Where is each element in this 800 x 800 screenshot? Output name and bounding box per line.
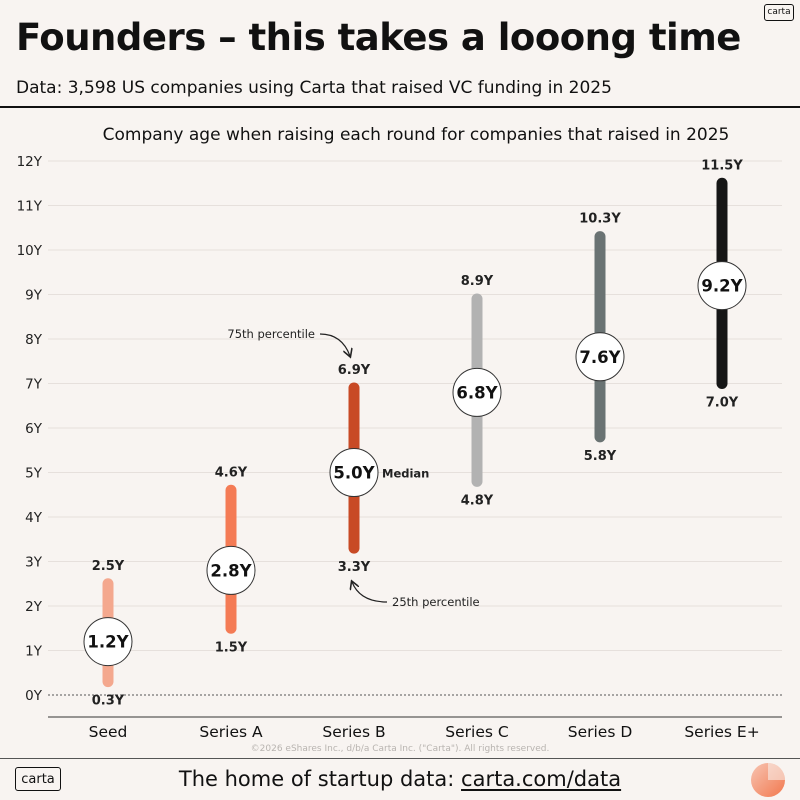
median-label: 5.0Y [333, 464, 375, 483]
p75-label: 8.9Y [461, 274, 494, 289]
y-tick-label: 5Y [25, 466, 43, 482]
y-tick-label: 2Y [25, 599, 43, 615]
x-tick-label: Series B [322, 723, 385, 741]
annotation-p75: 75th percentile [227, 327, 315, 341]
x-tick-label: Series A [199, 723, 263, 741]
carta-mark-icon [751, 763, 785, 797]
median-label: 2.8Y [210, 561, 252, 580]
copyright-note: ©2026 eShares Inc., d/b/a Carta Inc. ("C… [250, 744, 550, 754]
footer-tagline-prefix: The home of startup data: [178, 767, 462, 791]
y-tick-label: 10Y [17, 243, 43, 259]
y-tick-label: 12Y [17, 154, 43, 170]
median-label: 1.2Y [87, 633, 129, 652]
p25-label: 3.3Y [338, 560, 371, 575]
range-chart: Company age when raising each round for … [17, 125, 782, 741]
p75-label: 2.5Y [92, 559, 125, 574]
x-tick-label: Series C [445, 723, 508, 741]
y-tick-label: 9Y [25, 288, 43, 304]
y-tick-label: 8Y [25, 332, 43, 348]
median-marker [575, 332, 625, 382]
x-tick-label: Seed [89, 723, 128, 741]
median-label: 7.6Y [579, 348, 621, 367]
y-tick-label: 6Y [25, 421, 43, 437]
y-tick-label: 4Y [25, 510, 43, 526]
carta-logo-bottom: carta [15, 767, 61, 791]
y-tick-label: 7Y [25, 377, 43, 393]
footer-tagline: The home of startup data: carta.com/data [0, 767, 800, 791]
y-tick-label: 3Y [25, 555, 43, 571]
x-tick-label: Series D [568, 723, 633, 741]
median-marker [452, 367, 502, 417]
footer-divider [0, 758, 800, 759]
p25-label: 4.8Y [461, 493, 494, 508]
median-marker [206, 545, 256, 595]
annotation-median: Median [382, 467, 429, 481]
x-tick-label: Series E+ [684, 723, 759, 741]
y-tick-label: 11Y [17, 199, 43, 215]
page-subtitle: Data: 3,598 US companies using Carta tha… [16, 78, 612, 98]
y-tick-label: 1Y [25, 644, 43, 660]
p75-label: 6.9Y [338, 363, 371, 378]
p75-label: 10.3Y [579, 212, 621, 227]
carta-logo-top: carta [764, 4, 794, 21]
p25-label: 5.8Y [584, 449, 617, 464]
p75-label: 4.6Y [215, 465, 248, 480]
p25-label: 1.5Y [215, 640, 248, 655]
median-label: 6.8Y [456, 383, 498, 402]
p25-label: 0.3Y [92, 694, 125, 709]
median-marker [329, 448, 379, 497]
page-title: Founders – this takes a looong time [16, 16, 741, 59]
annotation-arrow-p75 [319, 333, 350, 356]
median-marker [697, 261, 747, 311]
median-label: 9.2Y [701, 277, 743, 296]
p25-label: 7.0Y [706, 396, 739, 411]
annotation-p25: 25th percentile [392, 595, 480, 609]
p75-label: 11.5Y [701, 158, 743, 173]
median-marker [83, 617, 133, 667]
header-divider [0, 106, 800, 108]
chart-title: Company age when raising each round for … [103, 125, 730, 145]
annotation-arrow-p25 [352, 582, 388, 603]
y-tick-label: 0Y [25, 688, 43, 704]
footer-link[interactable]: carta.com/data [461, 767, 622, 791]
